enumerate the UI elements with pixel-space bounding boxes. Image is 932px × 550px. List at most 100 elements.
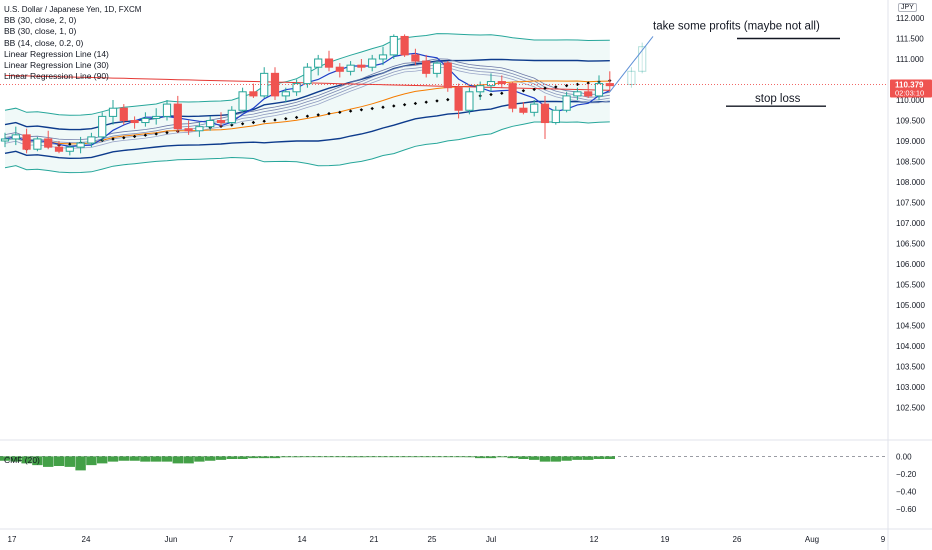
candle bbox=[324, 58, 334, 68]
price-tick-label: 108.500 bbox=[896, 158, 925, 167]
candle bbox=[465, 91, 474, 111]
cmf-bar bbox=[593, 456, 605, 460]
trend-marker bbox=[446, 97, 450, 102]
trend-marker bbox=[402, 103, 407, 107]
cmf-bar bbox=[583, 456, 594, 460]
candle bbox=[54, 146, 64, 152]
time-tick-label: Jun bbox=[165, 535, 178, 544]
candle bbox=[454, 87, 463, 111]
candle bbox=[303, 66, 312, 85]
cmf-axis[interactable]: 0.00 −0.20 −0.40 −0.60 bbox=[896, 452, 917, 514]
cmf-bar bbox=[97, 456, 108, 464]
trend-marker bbox=[230, 123, 234, 127]
cmf-bar bbox=[464, 456, 475, 458]
candle bbox=[238, 91, 247, 111]
cmf-bar bbox=[475, 456, 486, 459]
price-tick-label: 105.000 bbox=[896, 301, 925, 310]
cmf-bar bbox=[183, 456, 194, 464]
cmf-bar bbox=[356, 456, 367, 458]
candle bbox=[65, 146, 74, 152]
legend-item-linreg-90[interactable]: Linear Regression Line (90) bbox=[4, 71, 109, 82]
cmf-bar bbox=[107, 456, 119, 462]
legend-item-bb-30-2[interactable]: BB (30, close, 2, 0) bbox=[4, 15, 77, 26]
candle bbox=[530, 103, 539, 113]
currency-badge: JPY bbox=[898, 3, 917, 12]
cmf-bar bbox=[345, 456, 356, 458]
candle bbox=[346, 64, 355, 72]
last-price-badge bbox=[890, 79, 932, 98]
price-tick-label: 112.000 bbox=[896, 14, 925, 23]
cmf-bar bbox=[53, 456, 65, 467]
cmf-bar bbox=[377, 456, 389, 458]
cmf-bar bbox=[75, 456, 86, 471]
cmf-bar bbox=[453, 456, 464, 458]
price-axis[interactable]: 112.000 111.500 111.000 110.000 109.500 109.0… bbox=[890, 9, 932, 413]
cmf-bar bbox=[129, 456, 140, 461]
trend-marker bbox=[489, 92, 493, 97]
trend-marker bbox=[359, 108, 364, 112]
projection-line bbox=[609, 36, 654, 93]
time-axis[interactable]: 17 24 Jun 7 14 21 25 Jul 12 19 26 Aug 9 bbox=[8, 535, 886, 544]
trend-marker bbox=[521, 89, 526, 93]
legend-item-linreg-14[interactable]: Linear Regression Line (14) bbox=[4, 48, 109, 59]
trend-marker bbox=[532, 87, 536, 92]
candle bbox=[573, 91, 582, 97]
candle bbox=[368, 58, 377, 68]
time-tick-label: 17 bbox=[8, 535, 17, 544]
cmf-bar bbox=[529, 456, 540, 460]
time-tick-label: 26 bbox=[733, 535, 742, 544]
price-tick-label: 108.000 bbox=[896, 178, 925, 187]
price-tick-label: 104.500 bbox=[896, 322, 925, 331]
cmf-bar bbox=[248, 456, 259, 459]
cmf-bar bbox=[10, 456, 21, 462]
cmf-bar bbox=[151, 456, 162, 462]
candle bbox=[141, 117, 150, 124]
cmf-bar bbox=[442, 456, 453, 458]
trend-marker bbox=[554, 85, 558, 89]
cmf-bar bbox=[421, 456, 432, 458]
price-tick-label: 107.000 bbox=[896, 219, 925, 228]
candle bbox=[314, 58, 323, 68]
trend-marker bbox=[154, 132, 158, 136]
candle bbox=[44, 138, 53, 148]
price-tick-label: 111.500 bbox=[896, 35, 924, 44]
candle bbox=[400, 35, 409, 56]
candle bbox=[432, 62, 442, 74]
candle bbox=[486, 81, 496, 87]
time-tick-label: Aug bbox=[805, 535, 819, 544]
candle bbox=[216, 120, 226, 124]
price-tick-label: 102.500 bbox=[896, 404, 925, 413]
bb-outer-fill bbox=[5, 33, 610, 173]
trend-marker bbox=[338, 110, 342, 115]
cmf-legend[interactable]: CMF (20) bbox=[4, 455, 40, 465]
indicator-legend: U.S. Dollar / Japanese Yen, 1D, FXCM BB … bbox=[4, 4, 141, 82]
candle bbox=[551, 109, 560, 124]
cmf-bar bbox=[86, 456, 97, 466]
candle bbox=[206, 120, 215, 128]
cmf-bar bbox=[485, 456, 497, 459]
bb-14-band bbox=[4, 61, 610, 143]
cmf-tick-label: −0.40 bbox=[896, 487, 917, 496]
cmf-bar bbox=[518, 456, 529, 460]
cmf-bar bbox=[118, 456, 129, 461]
time-tick-label: 12 bbox=[590, 535, 599, 544]
candle bbox=[335, 66, 344, 72]
legend-item-linreg-30[interactable]: Linear Regression Line (30) bbox=[4, 60, 109, 71]
candle bbox=[378, 54, 388, 60]
candle bbox=[270, 72, 280, 97]
price-tick-label: 103.500 bbox=[896, 363, 925, 372]
time-tick-label: 19 bbox=[661, 535, 670, 544]
candle bbox=[594, 83, 604, 97]
chart-title[interactable]: U.S. Dollar / Japanese Yen, 1D, FXCM bbox=[4, 5, 142, 14]
trend-marker bbox=[143, 133, 148, 137]
cmf-bar bbox=[32, 456, 43, 466]
legend-item-bb-30-1[interactable]: BB (30, close, 1, 0) bbox=[4, 26, 77, 37]
candle bbox=[249, 91, 258, 97]
price-tick-label: 106.500 bbox=[896, 240, 925, 249]
trend-marker bbox=[543, 86, 547, 90]
cmf-bar bbox=[43, 456, 54, 467]
trend-marker bbox=[424, 100, 428, 104]
cmf-bar bbox=[561, 456, 572, 461]
legend-item-bb-14-0.2[interactable]: BB (14, close, 0.2, 0) bbox=[4, 37, 84, 48]
